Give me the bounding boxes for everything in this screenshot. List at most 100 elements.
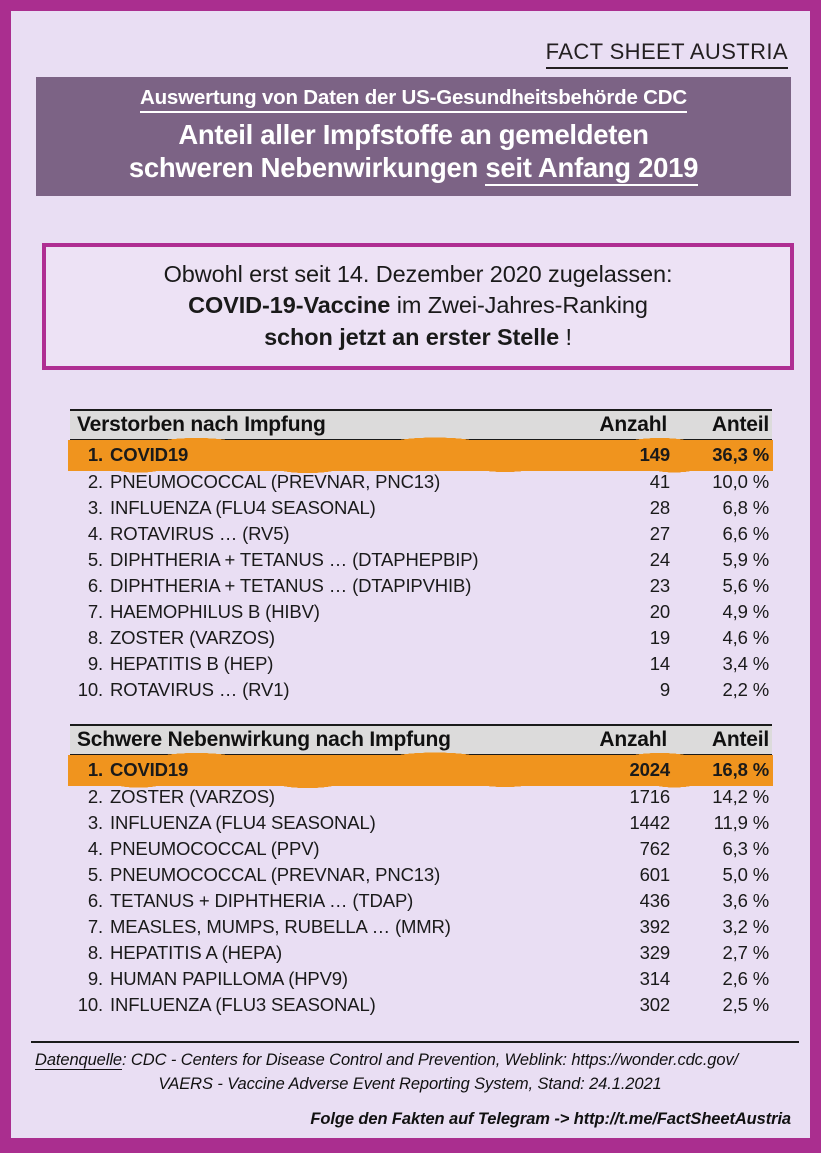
- row-rank: 6.: [87, 890, 103, 911]
- row-count: 14: [649, 653, 670, 674]
- row-rank: 4.: [87, 523, 103, 544]
- highlight-marker-top: [70, 750, 772, 758]
- table-row: 10. ROTAVIRUS … (RV1) 9 2,2 %: [70, 677, 772, 703]
- row-count: 329: [639, 942, 671, 963]
- row-label: INFLUENZA (FLU3 SEASONAL): [110, 994, 376, 1015]
- row-share: 11,9 %: [713, 812, 769, 833]
- row-count: 302: [639, 994, 671, 1015]
- row-share: 6,3 %: [722, 838, 769, 859]
- highlight-marker: [68, 755, 773, 786]
- table-row: 5. PNEUMOCOCCAL (PREVNAR, PNC13) 601 5,0 %: [70, 862, 772, 888]
- title-line-2: schweren Nebenwirkungen seit Anfang 2019: [46, 151, 781, 186]
- row-rank: 10.: [77, 679, 103, 700]
- table-deaths: Verstorben nach Impfung Anzahl Anteil 1.…: [68, 409, 773, 703]
- row-label: INFLUENZA (FLU4 SEASONAL): [110, 497, 376, 518]
- title-kicker: Auswertung von Daten der US-Gesundheitsb…: [140, 86, 687, 113]
- table-row: 1. COVID19 149 36,3 %: [68, 435, 773, 471]
- footer-telegram-link[interactable]: Folge den Fakten auf Telegram -> http://…: [310, 1109, 791, 1128]
- poster-frame: FACT SHEET AUSTRIA Auswertung von Daten …: [11, 11, 810, 1138]
- table-row: 2. ZOSTER (VARZOS) 1716 14,2 %: [70, 784, 772, 810]
- row-label: HEPATITIS A (HEPA): [110, 942, 283, 963]
- row-share: 2,7 %: [722, 942, 769, 963]
- row-rank: 2.: [87, 786, 103, 807]
- table-row: 6. TETANUS + DIPHTHERIA … (TDAP) 436 3,6 %: [70, 888, 772, 914]
- row-count: 314: [639, 968, 671, 989]
- row-label: ROTAVIRUS … (RV5): [110, 523, 290, 544]
- callout-line-2: COVID-19-Vaccine im Zwei-Jahres-Ranking: [56, 290, 780, 321]
- row-count: 762: [639, 838, 671, 859]
- row-label: HEPATITIS B (HEP): [110, 653, 274, 674]
- row-label: MEASLES, MUMPS, RUBELLA … (MMR): [110, 916, 451, 937]
- row-share: 5,0 %: [722, 864, 769, 885]
- brand-title: FACT SHEET AUSTRIA: [545, 39, 788, 69]
- title-kicker-row: Auswertung von Daten der US-Gesundheitsb…: [46, 86, 781, 120]
- row-label: PNEUMOCOCCAL (PPV): [110, 838, 320, 859]
- row-share: 5,6 %: [722, 575, 769, 596]
- row-share: 14,2 %: [712, 786, 769, 807]
- row-share: 2,5 %: [722, 994, 769, 1015]
- column-header-share: Anteil: [711, 728, 769, 751]
- brand-wrapper: FACT SHEET AUSTRIA: [545, 39, 788, 69]
- table-row: 5. DIPHTHERIA + TETANUS … (DTAPHEPBIP) 24 5…: [70, 547, 772, 573]
- table-row: 4. ROTAVIRUS … (RV5) 27 6,6 %: [70, 521, 772, 547]
- table-row: 9. HEPATITIS B (HEP) 14 3,4 %: [70, 651, 772, 677]
- title-band: Auswertung von Daten der US-Gesundheitsb…: [36, 77, 791, 196]
- column-header-title: Verstorben nach Impfung: [77, 413, 326, 436]
- table-row: 10. INFLUENZA (FLU3 SEASONAL) 302 2,5 %: [70, 992, 772, 1018]
- row-share: 6,6 %: [722, 523, 769, 544]
- row-share: 10,0 %: [712, 471, 769, 492]
- table-row: 4. PNEUMOCOCCAL (PPV) 762 6,3 %: [70, 836, 772, 862]
- footer-source-line: Datenquelle: CDC - Centers for Disease C…: [31, 1049, 799, 1073]
- callout-line-3: schon jetzt an erster Stelle !: [56, 322, 780, 353]
- callout-line-2-rest: im Zwei-Jahres-Ranking: [390, 292, 648, 319]
- row-count: 41: [649, 471, 670, 492]
- row-share: 2,6 %: [722, 968, 769, 989]
- footer: Datenquelle: CDC - Centers for Disease C…: [31, 1041, 799, 1129]
- title-line-2-plain: schweren Nebenwirkungen: [128, 151, 486, 183]
- row-count: 24: [649, 549, 670, 570]
- row-label: HAEMOPHILUS B (HIBV): [110, 601, 320, 622]
- footer-source-rest: : CDC - Centers for Disease Control and …: [121, 1051, 739, 1069]
- table-row: 3. INFLUENZA (FLU4 SEASONAL) 1442 11,9 %: [70, 810, 772, 836]
- row-count: 27: [649, 523, 670, 544]
- row-share: 6,8 %: [722, 497, 769, 518]
- row-label: DIPHTHERIA + TETANUS … (DTAPHEPBIP): [110, 549, 479, 570]
- row-rank: 8.: [87, 942, 103, 963]
- row-count: 1442: [629, 812, 670, 833]
- row-label: DIPHTHERIA + TETANUS … (DTAPIPVHIB): [110, 575, 472, 596]
- row-count: 19: [649, 627, 670, 648]
- row-rank: 5.: [87, 549, 103, 570]
- footer-divider: [31, 1041, 799, 1043]
- callout-line-3-rest: !: [559, 323, 572, 350]
- row-share: 4,6 %: [722, 627, 769, 648]
- highlight-marker-top: [70, 435, 772, 443]
- row-rank: 4.: [87, 838, 103, 859]
- row-share: 4,9 %: [722, 601, 769, 622]
- row-count: 23: [649, 575, 670, 596]
- footer-vaers-line: VAERS - Vaccine Adverse Event Reporting …: [158, 1074, 662, 1093]
- table-row: 7. HAEMOPHILUS B (HIBV) 20 4,9 %: [70, 599, 772, 625]
- row-label: PNEUMOCOCCAL (PREVNAR, PNC13): [110, 471, 441, 492]
- callout-line-3-bold: schon jetzt an erster Stelle: [264, 323, 560, 350]
- column-header-count: Anzahl: [599, 728, 667, 751]
- row-rank: 9.: [87, 653, 103, 674]
- row-rank: 6.: [87, 575, 103, 596]
- row-share: 3,6 %: [722, 890, 769, 911]
- row-count: 28: [649, 497, 670, 518]
- row-rank: 8.: [87, 627, 103, 648]
- table-row: 8. HEPATITIS A (HEPA) 329 2,7 %: [70, 940, 772, 966]
- table-row: 7. MEASLES, MUMPS, RUBELLA … (MMR) 392 3,2 …: [70, 914, 772, 940]
- table-body: 1. COVID19 149 36,3 % 2. PNEUMOCOCCAL (PREVNA…: [68, 435, 773, 703]
- row-rank: 10.: [77, 994, 103, 1015]
- row-rank: 3.: [87, 812, 103, 833]
- table-row: 8. ZOSTER (VARZOS) 19 4,6 %: [70, 625, 772, 651]
- row-label: TETANUS + DIPHTHERIA … (TDAP): [110, 890, 414, 911]
- row-rank: 1.: [87, 759, 103, 780]
- row-count: 20: [649, 601, 670, 622]
- table-row: 1. COVID19 2024 16,8 %: [68, 750, 773, 786]
- row-rank: 1.: [87, 444, 103, 465]
- row-rank: 3.: [87, 497, 103, 518]
- column-header-share: Anteil: [711, 413, 769, 436]
- row-label: ZOSTER (VARZOS): [110, 786, 275, 807]
- table-row: 2. PNEUMOCOCCAL (PREVNAR, PNC13) 41 10,0 %: [70, 469, 772, 495]
